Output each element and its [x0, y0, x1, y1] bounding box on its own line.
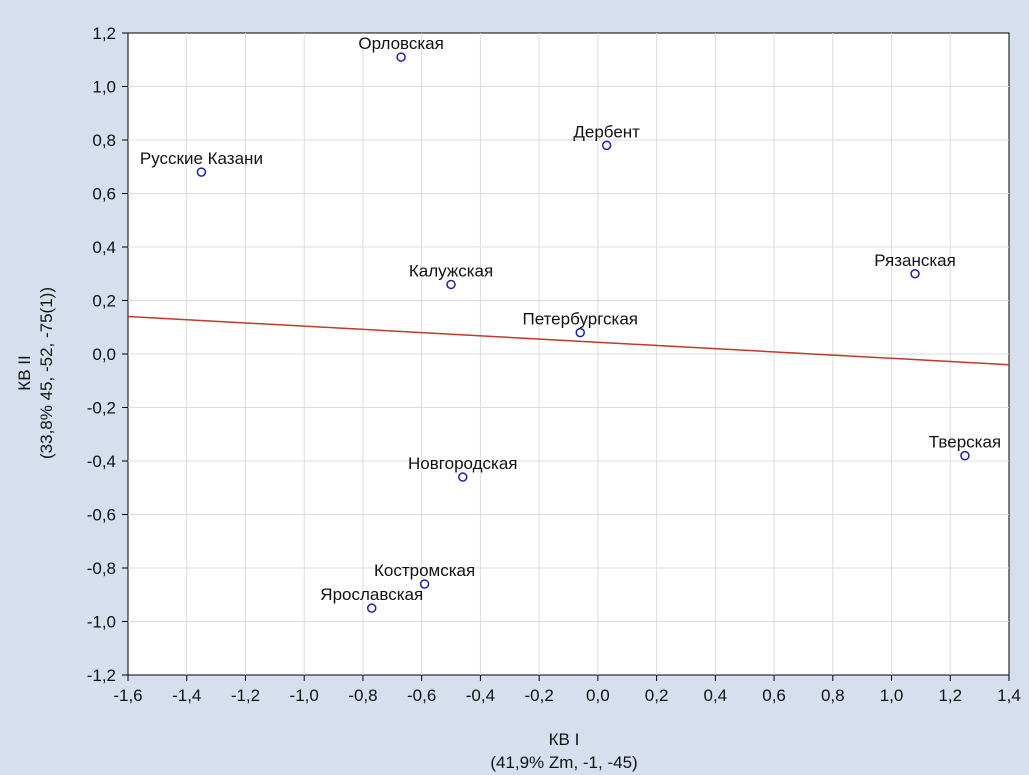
- data-point: [196, 167, 207, 177]
- x-tick-label: -0,8: [348, 686, 377, 705]
- y-tick-label: -0,6: [87, 506, 116, 525]
- point-label: Дербент: [573, 122, 640, 141]
- y-tick-label: -0,4: [87, 452, 116, 471]
- tick-marks: [122, 32, 1010, 681]
- x-tick-label: 0,2: [645, 686, 669, 705]
- point-label: Калужская: [409, 261, 493, 280]
- x-tick-label: 1,2: [938, 686, 962, 705]
- data-point: [396, 52, 406, 62]
- y-tick-label: 0,0: [92, 345, 116, 364]
- y-axis-title-group: КВ II: [15, 355, 34, 390]
- y-tick-label: -1,0: [87, 613, 116, 632]
- point-label: Костромская: [374, 561, 475, 580]
- point-label: Ярославская: [320, 585, 423, 604]
- data-point: [458, 472, 468, 482]
- x-tick-label: -0,4: [466, 686, 495, 705]
- y-tick-labels: -1,2 -1,0 -0,8 -0,6 -0,4 -0,2 0,0 0,2 0,4 0,6 0,8 1…: [87, 24, 116, 685]
- x-tick-label: -1,0: [290, 686, 319, 705]
- grid-lines: [128, 33, 1009, 675]
- y-tick-label: 0,2: [92, 292, 116, 311]
- x-tick-label: 1,4: [997, 686, 1021, 705]
- data-point: [910, 269, 920, 279]
- x-axis-title: КВ I: [549, 730, 580, 749]
- x-tick-label: 1,0: [880, 686, 904, 705]
- point-label: Новгородская: [408, 454, 517, 473]
- data-point: [446, 279, 456, 290]
- x-tick-label: -1,4: [172, 686, 201, 705]
- x-tick-label: -1,6: [113, 686, 142, 705]
- x-tick-label: 0,6: [762, 686, 786, 705]
- y-tick-label: 1,0: [92, 78, 116, 97]
- data-point: [575, 327, 585, 338]
- point-label: Рязанская: [874, 251, 956, 270]
- data-point: [419, 579, 430, 589]
- x-tick-label: 0,4: [704, 686, 728, 705]
- x-axis-subtitle: (41,9% Zm, -1, -45): [490, 753, 637, 772]
- x-tick-label: 0,0: [586, 686, 610, 705]
- point-label: Орловская: [358, 34, 443, 53]
- y-tick-label: 0,6: [92, 185, 116, 204]
- y-tick-label: -0,8: [87, 559, 116, 578]
- y-tick-label: 0,4: [92, 238, 116, 257]
- point-label: Русские Казани: [140, 149, 263, 168]
- data-point: [366, 603, 377, 613]
- y-tick-label: 1,2: [92, 24, 116, 43]
- y-axis-subtitle-group: (33,8% 45, -52, -75(1)): [37, 287, 56, 459]
- y-axis-title: КВ II: [15, 355, 34, 390]
- regression-line: [127, 315, 1010, 366]
- data-point: [601, 140, 612, 151]
- y-tick-label: 0,8: [92, 131, 116, 150]
- y-tick-label: -0,2: [87, 399, 116, 418]
- x-tick-label: -0,6: [407, 686, 436, 705]
- point-label: Тверская: [929, 433, 1001, 452]
- regression-layer: [127, 315, 1010, 366]
- data-point: [960, 450, 970, 461]
- x-tick-label: -1,2: [231, 686, 260, 705]
- x-tick-label: -0,2: [524, 686, 553, 705]
- data-points: Орловская Русские Казани Дербент Калужская Р…: [140, 34, 1001, 613]
- point-label: Петербургская: [522, 310, 638, 329]
- x-tick-label: 0,8: [821, 686, 845, 705]
- y-axis-subtitle: (33,8% 45, -52, -75(1)): [37, 287, 56, 459]
- x-tick-labels: -1,6 -1,4 -1,2 -1,0 -0,8 -0,6 -0,4 -0,2 0,0 0,2 0,…: [113, 686, 1020, 705]
- y-tick-label: -1,2: [87, 666, 116, 685]
